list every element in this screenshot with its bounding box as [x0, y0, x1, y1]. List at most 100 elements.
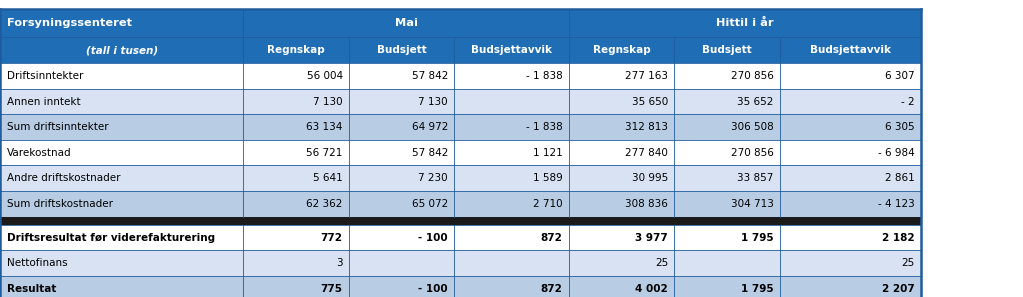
Bar [454, 63, 569, 89]
Text: 35 652: 35 652 [737, 97, 773, 107]
Bar [674, 37, 780, 63]
Text: Varekostnad: Varekostnad [7, 148, 72, 158]
Bar [454, 250, 569, 276]
Text: - 1 838: - 1 838 [526, 122, 563, 132]
Text: 30 995: 30 995 [632, 173, 668, 183]
Bar [0, 140, 243, 165]
Text: 64 972: 64 972 [411, 122, 448, 132]
Text: 1 795: 1 795 [741, 233, 773, 243]
Text: Andre driftskostnader: Andre driftskostnader [7, 173, 121, 183]
Text: 3: 3 [337, 258, 343, 268]
Text: 25: 25 [901, 258, 915, 268]
Bar [349, 140, 454, 165]
Text: Driftsinntekter: Driftsinntekter [7, 71, 84, 81]
Bar [0, 225, 243, 250]
Bar [0, 191, 243, 217]
Bar [569, 276, 674, 297]
Bar [780, 37, 921, 63]
Bar [674, 114, 780, 140]
Text: 2 207: 2 207 [882, 284, 915, 294]
Text: Budsjett: Budsjett [702, 45, 752, 55]
Bar [780, 165, 921, 191]
Text: 25: 25 [655, 258, 668, 268]
Bar [674, 63, 780, 89]
Text: 33 857: 33 857 [737, 173, 773, 183]
Bar [349, 37, 454, 63]
Bar [0, 89, 243, 114]
Text: Regnskap: Regnskap [592, 45, 651, 55]
Text: Annen inntekt: Annen inntekt [7, 97, 81, 107]
Bar [780, 89, 921, 114]
Bar [243, 165, 349, 191]
Text: Budsjettavvik: Budsjettavvik [809, 45, 891, 55]
Bar [243, 140, 349, 165]
Text: 304 713: 304 713 [730, 199, 773, 209]
Text: 7 130: 7 130 [418, 97, 448, 107]
Text: - 4 123: - 4 123 [878, 199, 915, 209]
Text: 2 861: 2 861 [885, 173, 915, 183]
Bar [569, 37, 674, 63]
Bar [454, 191, 569, 217]
Bar [0, 63, 243, 89]
Bar [674, 250, 780, 276]
Bar [243, 37, 349, 63]
Bar [243, 225, 349, 250]
Text: 270 856: 270 856 [730, 71, 773, 81]
Text: 6 307: 6 307 [885, 71, 915, 81]
Bar [569, 9, 921, 37]
Bar [674, 276, 780, 297]
Text: 35 650: 35 650 [632, 97, 668, 107]
Bar [243, 114, 349, 140]
Text: Budsjettavvik: Budsjettavvik [471, 45, 552, 55]
Bar [0, 165, 243, 191]
Text: 872: 872 [541, 233, 563, 243]
Text: 5 641: 5 641 [313, 173, 343, 183]
Text: Sum driftsinntekter: Sum driftsinntekter [7, 122, 108, 132]
Text: Sum driftskostnader: Sum driftskostnader [7, 199, 114, 209]
Text: 63 134: 63 134 [306, 122, 343, 132]
Bar [0, 9, 243, 37]
Bar [454, 89, 569, 114]
Text: 277 840: 277 840 [625, 148, 668, 158]
Bar [0, 250, 243, 276]
Bar [243, 9, 569, 37]
Text: 57 842: 57 842 [411, 71, 448, 81]
Bar [674, 165, 780, 191]
Bar [349, 63, 454, 89]
Bar [569, 191, 674, 217]
Bar [243, 250, 349, 276]
Bar [780, 140, 921, 165]
Bar [674, 89, 780, 114]
Bar [349, 225, 454, 250]
Bar [349, 114, 454, 140]
Text: Nettofinans: Nettofinans [7, 258, 68, 268]
Bar [569, 140, 674, 165]
Text: Hittil i år: Hittil i år [716, 18, 773, 28]
Bar [0, 37, 243, 63]
Bar [569, 225, 674, 250]
Text: 56 721: 56 721 [306, 148, 343, 158]
Bar [243, 276, 349, 297]
Bar [780, 63, 921, 89]
Bar [243, 191, 349, 217]
Text: 62 362: 62 362 [306, 199, 343, 209]
Bar [569, 89, 674, 114]
Text: 1 589: 1 589 [533, 173, 563, 183]
Text: 772: 772 [320, 233, 343, 243]
Bar [674, 225, 780, 250]
Bar [349, 191, 454, 217]
Bar [780, 191, 921, 217]
Text: 7 230: 7 230 [418, 173, 448, 183]
Bar [569, 63, 674, 89]
Text: 2 710: 2 710 [533, 199, 563, 209]
Text: Driftsresultat før viderefakturering: Driftsresultat før viderefakturering [7, 233, 215, 243]
Bar [569, 114, 674, 140]
Bar [674, 140, 780, 165]
Bar [454, 37, 569, 63]
Text: 4 002: 4 002 [635, 284, 668, 294]
Bar [569, 165, 674, 191]
Bar [780, 225, 921, 250]
Bar [349, 250, 454, 276]
Bar [0, 217, 921, 225]
Bar [454, 165, 569, 191]
